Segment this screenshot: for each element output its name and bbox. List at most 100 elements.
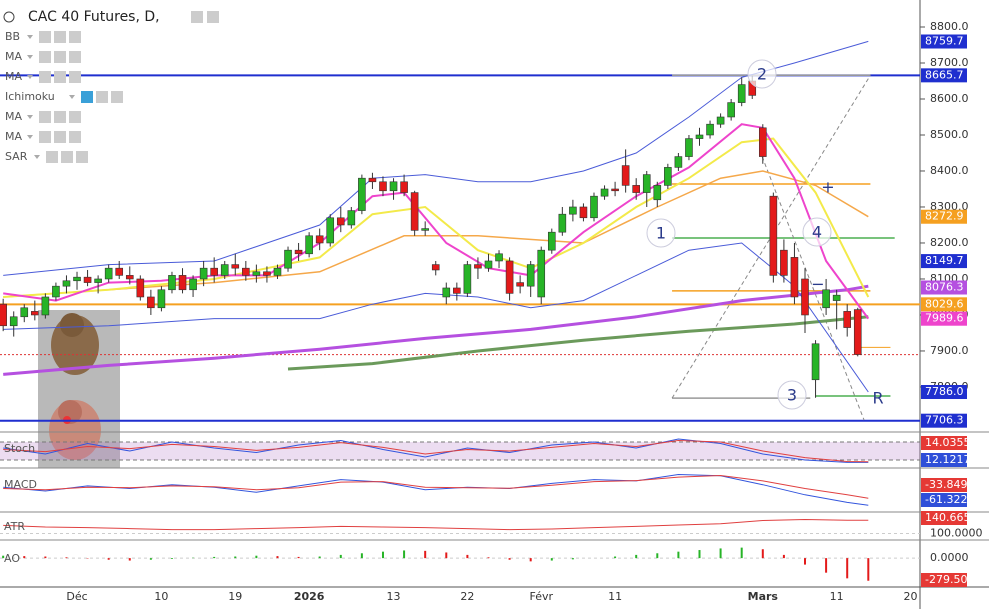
candle-body (611, 188, 619, 192)
y-tick-label: 8200.0 (930, 236, 969, 249)
candle-body (706, 123, 714, 136)
candle-body (843, 311, 852, 328)
title-icons (3, 11, 219, 23)
stoch-band (0, 442, 920, 460)
ao-bar (234, 556, 237, 559)
candle-body (727, 102, 735, 118)
legend-icon[interactable] (81, 91, 93, 103)
indicator-name[interactable]: Ichimoku (5, 90, 55, 103)
legend-icon[interactable] (39, 111, 51, 123)
candle-body (389, 181, 398, 192)
ao-bar (170, 558, 173, 559)
ao-bar (846, 558, 849, 579)
candle-body (516, 282, 524, 287)
price-tag (921, 209, 967, 224)
price-tag-label: -61.3223 (925, 493, 974, 506)
indicator-line (3, 439, 869, 463)
legend-icon[interactable] (69, 111, 81, 123)
ao-bar (360, 553, 363, 559)
price-tag-label: -279.5018 (925, 573, 981, 586)
ao-bar (276, 556, 279, 559)
ao-bar (761, 549, 764, 559)
legend-icon[interactable] (54, 31, 66, 43)
price-tag (921, 68, 967, 83)
candle-body (178, 275, 187, 291)
price-tag-label: 8029.6 (925, 297, 964, 310)
legend-icon[interactable] (76, 151, 88, 163)
candle-body (284, 249, 292, 269)
candle-body (263, 271, 271, 276)
ao-bar (107, 558, 110, 560)
candle-body (168, 275, 176, 291)
price-tag-label: 7706.3 (925, 414, 964, 427)
candle-body (600, 188, 609, 197)
candle-body (463, 264, 472, 294)
candle-body (780, 249, 788, 276)
legend-icon[interactable] (54, 51, 66, 63)
logo-image (38, 310, 120, 468)
legend-icon[interactable] (69, 71, 81, 83)
candle-body (758, 127, 767, 157)
wave-marker (646, 218, 676, 248)
indicator-name[interactable]: BB (5, 30, 20, 43)
candle-body (632, 185, 640, 193)
ao-bar (635, 554, 638, 559)
indicator-name[interactable]: SAR (5, 150, 28, 163)
ao-bar (381, 551, 384, 559)
ao-bar (424, 550, 427, 559)
legend-icon[interactable] (54, 111, 66, 123)
price-tag-label: 8665.7 (925, 68, 964, 81)
indicator-name[interactable]: MA (5, 70, 22, 83)
ao-bar (656, 553, 659, 559)
indicator-name[interactable]: MA (5, 130, 22, 143)
candle-body (9, 316, 18, 327)
ao-bar (719, 548, 722, 559)
ao-bar (318, 556, 321, 559)
legend-icon[interactable] (39, 71, 51, 83)
wave-label: − (811, 275, 824, 294)
ao-bar (403, 550, 406, 559)
price-tag-label: -33.8493 (925, 478, 974, 491)
ao-bar (740, 547, 743, 559)
candle-body (147, 296, 155, 309)
legend-icon[interactable] (61, 151, 73, 163)
price-tag (921, 573, 967, 587)
legend-icon[interactable] (69, 31, 81, 43)
candle-body (136, 278, 145, 298)
candle-body (315, 235, 324, 244)
legend-icon[interactable] (39, 131, 51, 143)
candle-body (326, 217, 335, 244)
x-tick-label: Déc (66, 590, 87, 603)
dropdown-arrow (69, 95, 75, 99)
indicator-name[interactable]: MA (5, 110, 22, 123)
indicator-line (3, 518, 869, 531)
legend-icon[interactable] (69, 131, 81, 143)
legend-icon[interactable] (69, 51, 81, 63)
legend-icon[interactable] (46, 151, 58, 163)
wave-label: 3 (787, 386, 797, 405)
candle-body (115, 267, 124, 276)
dropdown-arrow (27, 35, 33, 39)
legend-icon[interactable] (54, 131, 66, 143)
y-tick-label: 0.0000 (930, 551, 969, 564)
legend-icon[interactable] (39, 51, 51, 63)
x-tick-label: 22 (460, 590, 474, 603)
candle-body (273, 267, 282, 276)
candle-body (252, 271, 261, 276)
ao-bar (867, 558, 870, 581)
ao-bar (23, 556, 26, 559)
y-tick-label: 8700.0 (930, 56, 969, 69)
candle-body (642, 174, 651, 193)
legend-icon[interactable] (39, 31, 51, 43)
legend-icon[interactable] (54, 71, 66, 83)
indicator-name[interactable]: MA (5, 50, 22, 63)
candle-body (790, 257, 799, 298)
candle-body (294, 249, 303, 255)
legend-icon[interactable] (111, 91, 123, 103)
ao-bar (65, 557, 68, 559)
y-tick-label: 100.0000 (930, 527, 983, 540)
ao-bar (614, 556, 617, 559)
legend-icon[interactable] (96, 91, 108, 103)
ao-bar (128, 558, 131, 561)
